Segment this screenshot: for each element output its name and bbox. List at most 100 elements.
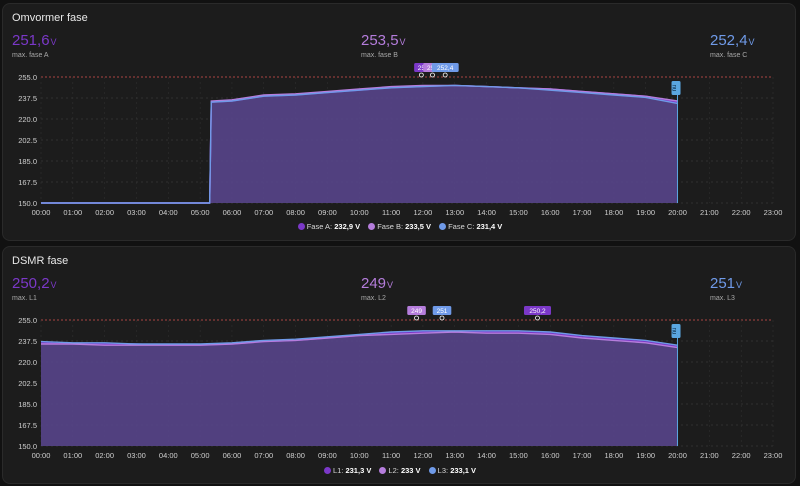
x-tick-label: 05:00 (191, 208, 210, 217)
voltage-chart[interactable]: 255.0 237.5 220.0 202.5 185.0 167.5 150.000:00… (3, 247, 797, 485)
max-badge (523, 306, 551, 315)
legend-dot (428, 467, 436, 474)
stat-max-l1[interactable]: 250,2V max. L1 (12, 275, 57, 302)
legend-value: 232,9 V (334, 222, 361, 231)
max-badge-label: 249 (411, 308, 422, 315)
y-tick-label: 237.5 (18, 94, 37, 103)
card-dsmr-fase: DSMR fase 250,2V max. L1 249V max. L2 25… (2, 246, 796, 484)
y-tick-label: 185.0 (18, 400, 37, 409)
x-tick-label: 08:00 (286, 451, 305, 460)
stat-label: max. L3 (710, 295, 735, 302)
max-badge-label: 252,4 (437, 65, 454, 72)
max-badge (432, 306, 452, 315)
max-badge-label: 25 (418, 65, 426, 72)
y-tick-label: 185.0 (18, 157, 37, 166)
legend-dot (323, 467, 331, 474)
max-badge-label: 251 (437, 308, 448, 315)
x-tick-label: 04:00 (159, 451, 178, 460)
max-badge (431, 63, 459, 72)
legend-value: 233,5 V (405, 222, 431, 231)
x-tick-label: 20:00 (668, 451, 687, 460)
series-line-fase-c (41, 84, 678, 204)
stat-value: 251 (710, 275, 736, 292)
card-title: Omvormer fase (12, 12, 88, 24)
legend-name: L2: (388, 466, 399, 475)
y-tick-label: 202.5 (18, 379, 37, 388)
legend-dot (368, 223, 376, 230)
now-badge (671, 324, 681, 338)
stat-value: 252,4 (710, 32, 748, 49)
x-tick-label: 05:00 (191, 451, 210, 460)
stat-max-fase-b[interactable]: 253,5V max. fase B (361, 32, 406, 59)
stat-label: max. L2 (361, 295, 386, 302)
x-tick-label: 09:00 (318, 451, 337, 460)
legend-item-fase-a[interactable]: Fase A: 232,9 V (297, 222, 361, 231)
stat-unit: V (387, 280, 394, 290)
stat-unit: V (50, 280, 57, 290)
legend-value: 233,1 V (450, 466, 477, 475)
stat-max-l2[interactable]: 249V max. L2 (361, 275, 393, 302)
stat-value: 251,6 (12, 32, 50, 49)
stat-label: max. fase A (12, 52, 49, 59)
series-line-l2 (41, 331, 678, 349)
legend-dot (297, 223, 305, 230)
card-omvormer-fase: Omvormer fase 251,6V max. fase A 253,5V … (2, 3, 796, 241)
stat-value: 253,5 (361, 32, 399, 49)
x-tick-label: 14:00 (477, 208, 496, 217)
legend-value: 231,3 V (345, 466, 372, 475)
x-tick-label: 21:00 (700, 451, 719, 460)
legend-value: 231,4 V (476, 222, 503, 231)
legend-value: 233 V (400, 466, 421, 475)
legend-dot (379, 467, 387, 474)
max-marker (430, 72, 435, 78)
max-badge-label: 250,2 (529, 308, 546, 315)
x-tick-label: 23:00 (764, 208, 783, 217)
x-tick-label: 02:00 (95, 208, 114, 217)
x-tick-label: 00:00 (32, 208, 51, 217)
max-marker (418, 72, 424, 78)
x-tick-label: 09:00 (318, 208, 337, 217)
stat-label: max. L1 (12, 295, 37, 302)
x-tick-label: 18:00 (604, 451, 623, 460)
x-tick-label: 02:00 (95, 451, 114, 460)
max-marker (414, 315, 419, 321)
now-badge (671, 81, 681, 95)
y-tick-label: 237.5 (18, 337, 37, 346)
x-tick-label: 07:00 (254, 208, 273, 217)
stat-value: 250,2 (12, 275, 50, 292)
x-tick-label: 00:00 (32, 451, 51, 460)
x-tick-label: 06:00 (223, 208, 242, 217)
stat-max-fase-c[interactable]: 252,4V max. fase C (710, 32, 755, 59)
stat-unit: V (399, 37, 406, 47)
chart-legend: Fase A: 232,9 V Fase B: 233,5 V Fase C: … (3, 222, 797, 231)
x-tick-label: 04:00 (159, 208, 178, 217)
legend-name: L3: (437, 466, 449, 475)
series-area (41, 332, 678, 446)
max-badge (407, 306, 426, 315)
voltage-chart[interactable]: 255.0 237.5 220.0 202.5 185.0 167.5 150.000:00… (3, 4, 797, 242)
now-badge-label: nu (672, 328, 678, 335)
legend-name: Fase B: (377, 222, 404, 231)
legend-item-l2[interactable]: L2: 233 V (379, 466, 421, 475)
stat-max-fase-a[interactable]: 251,6V max. fase A (12, 32, 57, 59)
now-badge-label: nu (672, 85, 678, 92)
x-tick-label: 15:00 (509, 208, 528, 217)
x-tick-label: 11:00 (382, 451, 400, 460)
stat-max-l3[interactable]: 251V max. L3 (710, 275, 742, 302)
legend-name: L1: (332, 466, 344, 475)
x-tick-label: 14:00 (477, 451, 496, 460)
y-tick-label: 150.0 (18, 442, 37, 451)
x-tick-label: 19:00 (636, 208, 655, 217)
x-tick-label: 10:00 (350, 451, 369, 460)
card-title: DSMR fase (12, 255, 69, 267)
y-tick-label: 202.5 (18, 136, 37, 145)
y-tick-label: 167.5 (18, 178, 37, 187)
y-tick-label: 167.5 (18, 421, 37, 430)
chart-legend: L1: 231,3 V L2: 233 V L3: 233,1 V (3, 466, 797, 475)
legend-item-fase-c[interactable]: Fase C: 231,4 V (439, 222, 502, 231)
stat-value: 249 (361, 275, 387, 292)
y-tick-label: 150.0 (18, 199, 37, 208)
legend-item-l3[interactable]: L3: 233,1 V (428, 466, 477, 475)
legend-item-l1[interactable]: L1: 231,3 V (323, 466, 372, 475)
legend-item-fase-b[interactable]: Fase B: 233,5 V (368, 222, 431, 231)
